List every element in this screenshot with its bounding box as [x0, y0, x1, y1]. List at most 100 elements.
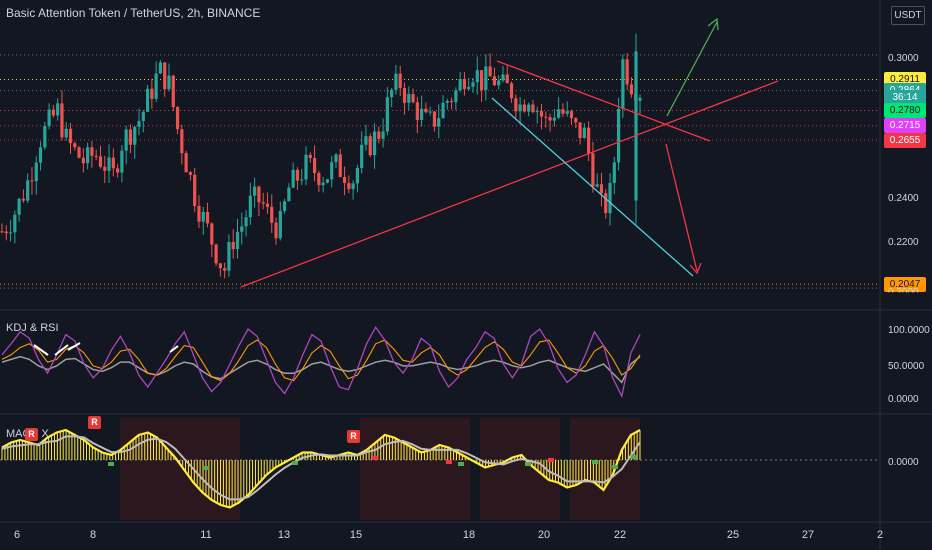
macd-background-band [120, 418, 200, 520]
candle-body [248, 195, 252, 218]
currency-selector[interactable]: USDT [891, 6, 925, 25]
candle-body [154, 73, 158, 99]
candle-body [565, 111, 569, 114]
signal-line [1, 435, 641, 501]
candle-body [158, 62, 163, 74]
candle-body [616, 108, 621, 163]
macd-signal-badge[interactable]: R [25, 428, 38, 441]
candle-body [334, 154, 338, 163]
overbought-marker [54, 344, 69, 356]
candle-body [381, 131, 385, 139]
candle-body [300, 179, 304, 181]
candle-body [137, 121, 141, 127]
candle-body [445, 100, 449, 103]
candle-body [514, 98, 518, 112]
cross-marker [203, 466, 209, 470]
kdj-axis-label: 100.0000 [888, 325, 930, 336]
candle-body [141, 111, 145, 122]
candle-body [330, 162, 334, 180]
candle-body [257, 186, 261, 203]
x-axis-label: 6 [13, 529, 21, 541]
candle-body [548, 117, 552, 121]
candle-body [38, 147, 43, 163]
rsi-line [1, 355, 641, 384]
cross-marker [446, 460, 452, 464]
candle-body [116, 168, 120, 173]
candle-body [428, 111, 432, 113]
candle-body [595, 184, 599, 187]
candle-body [321, 182, 325, 186]
candle-body [364, 136, 368, 145]
candle-body [552, 117, 556, 121]
candle-body [360, 144, 364, 169]
candle-body [582, 127, 586, 139]
candle-body [527, 104, 531, 112]
candle-body [509, 83, 514, 99]
candle-body [77, 147, 81, 158]
candle-body [441, 102, 445, 119]
candle-body [214, 244, 218, 264]
candle-body [73, 143, 77, 148]
x-axis-label: 2 [876, 529, 884, 541]
candle-body [544, 116, 548, 118]
trendline-support [240, 80, 779, 288]
candle-body [479, 70, 484, 90]
candle-body [64, 128, 68, 138]
candle-body [231, 242, 235, 250]
candle-body [505, 74, 509, 84]
candle-body [265, 203, 270, 207]
candle-body [351, 183, 355, 190]
candle-body [210, 223, 214, 245]
candle-body [235, 231, 240, 250]
candle-body [103, 166, 107, 171]
candle-body [522, 104, 526, 112]
candle-body [193, 174, 197, 206]
candle-body [437, 118, 441, 127]
candle-body [56, 103, 60, 116]
candle-body [188, 172, 193, 175]
candle-body [218, 263, 222, 269]
candle-body [107, 157, 111, 171]
candle-body [253, 186, 257, 196]
candle-body [133, 126, 137, 145]
candle-body [90, 147, 94, 156]
candle-body [518, 104, 522, 112]
x-axis-label: 25 [726, 529, 740, 541]
candle-body [317, 173, 321, 186]
macd-background-band [480, 418, 560, 520]
candle-body [338, 154, 342, 178]
candle-body [355, 168, 359, 184]
price-axis-label: 0.2200 [888, 237, 919, 248]
price-tag: 0.2655 [884, 132, 926, 148]
candle-body [30, 180, 34, 182]
macd-signal-badge[interactable]: R [347, 430, 360, 443]
candle-body [128, 129, 133, 145]
candle-body [295, 169, 300, 181]
candle-body [398, 73, 402, 89]
candle-body [0, 231, 4, 233]
candle-body [420, 108, 424, 120]
candle-body [278, 210, 282, 239]
candle-body [535, 111, 539, 113]
trendline-channel [491, 97, 694, 277]
candle-body [47, 109, 51, 126]
candle-body [145, 88, 150, 112]
candle-body [385, 97, 389, 132]
candle-body [415, 102, 419, 120]
candle-body [111, 157, 115, 169]
candle-body [342, 177, 347, 184]
cross-marker [525, 462, 531, 466]
bullish-arrowhead [707, 17, 719, 31]
candle-body [261, 202, 265, 204]
candle-body [557, 109, 561, 118]
candle-body [223, 268, 227, 271]
candle-body [411, 94, 415, 103]
candle-body [94, 155, 98, 157]
candle-body [175, 107, 180, 130]
d-line [1, 339, 641, 382]
candle-body [171, 75, 175, 108]
x-axis-label: 20 [537, 529, 551, 541]
macd-signal-badge[interactable]: R [88, 416, 101, 429]
